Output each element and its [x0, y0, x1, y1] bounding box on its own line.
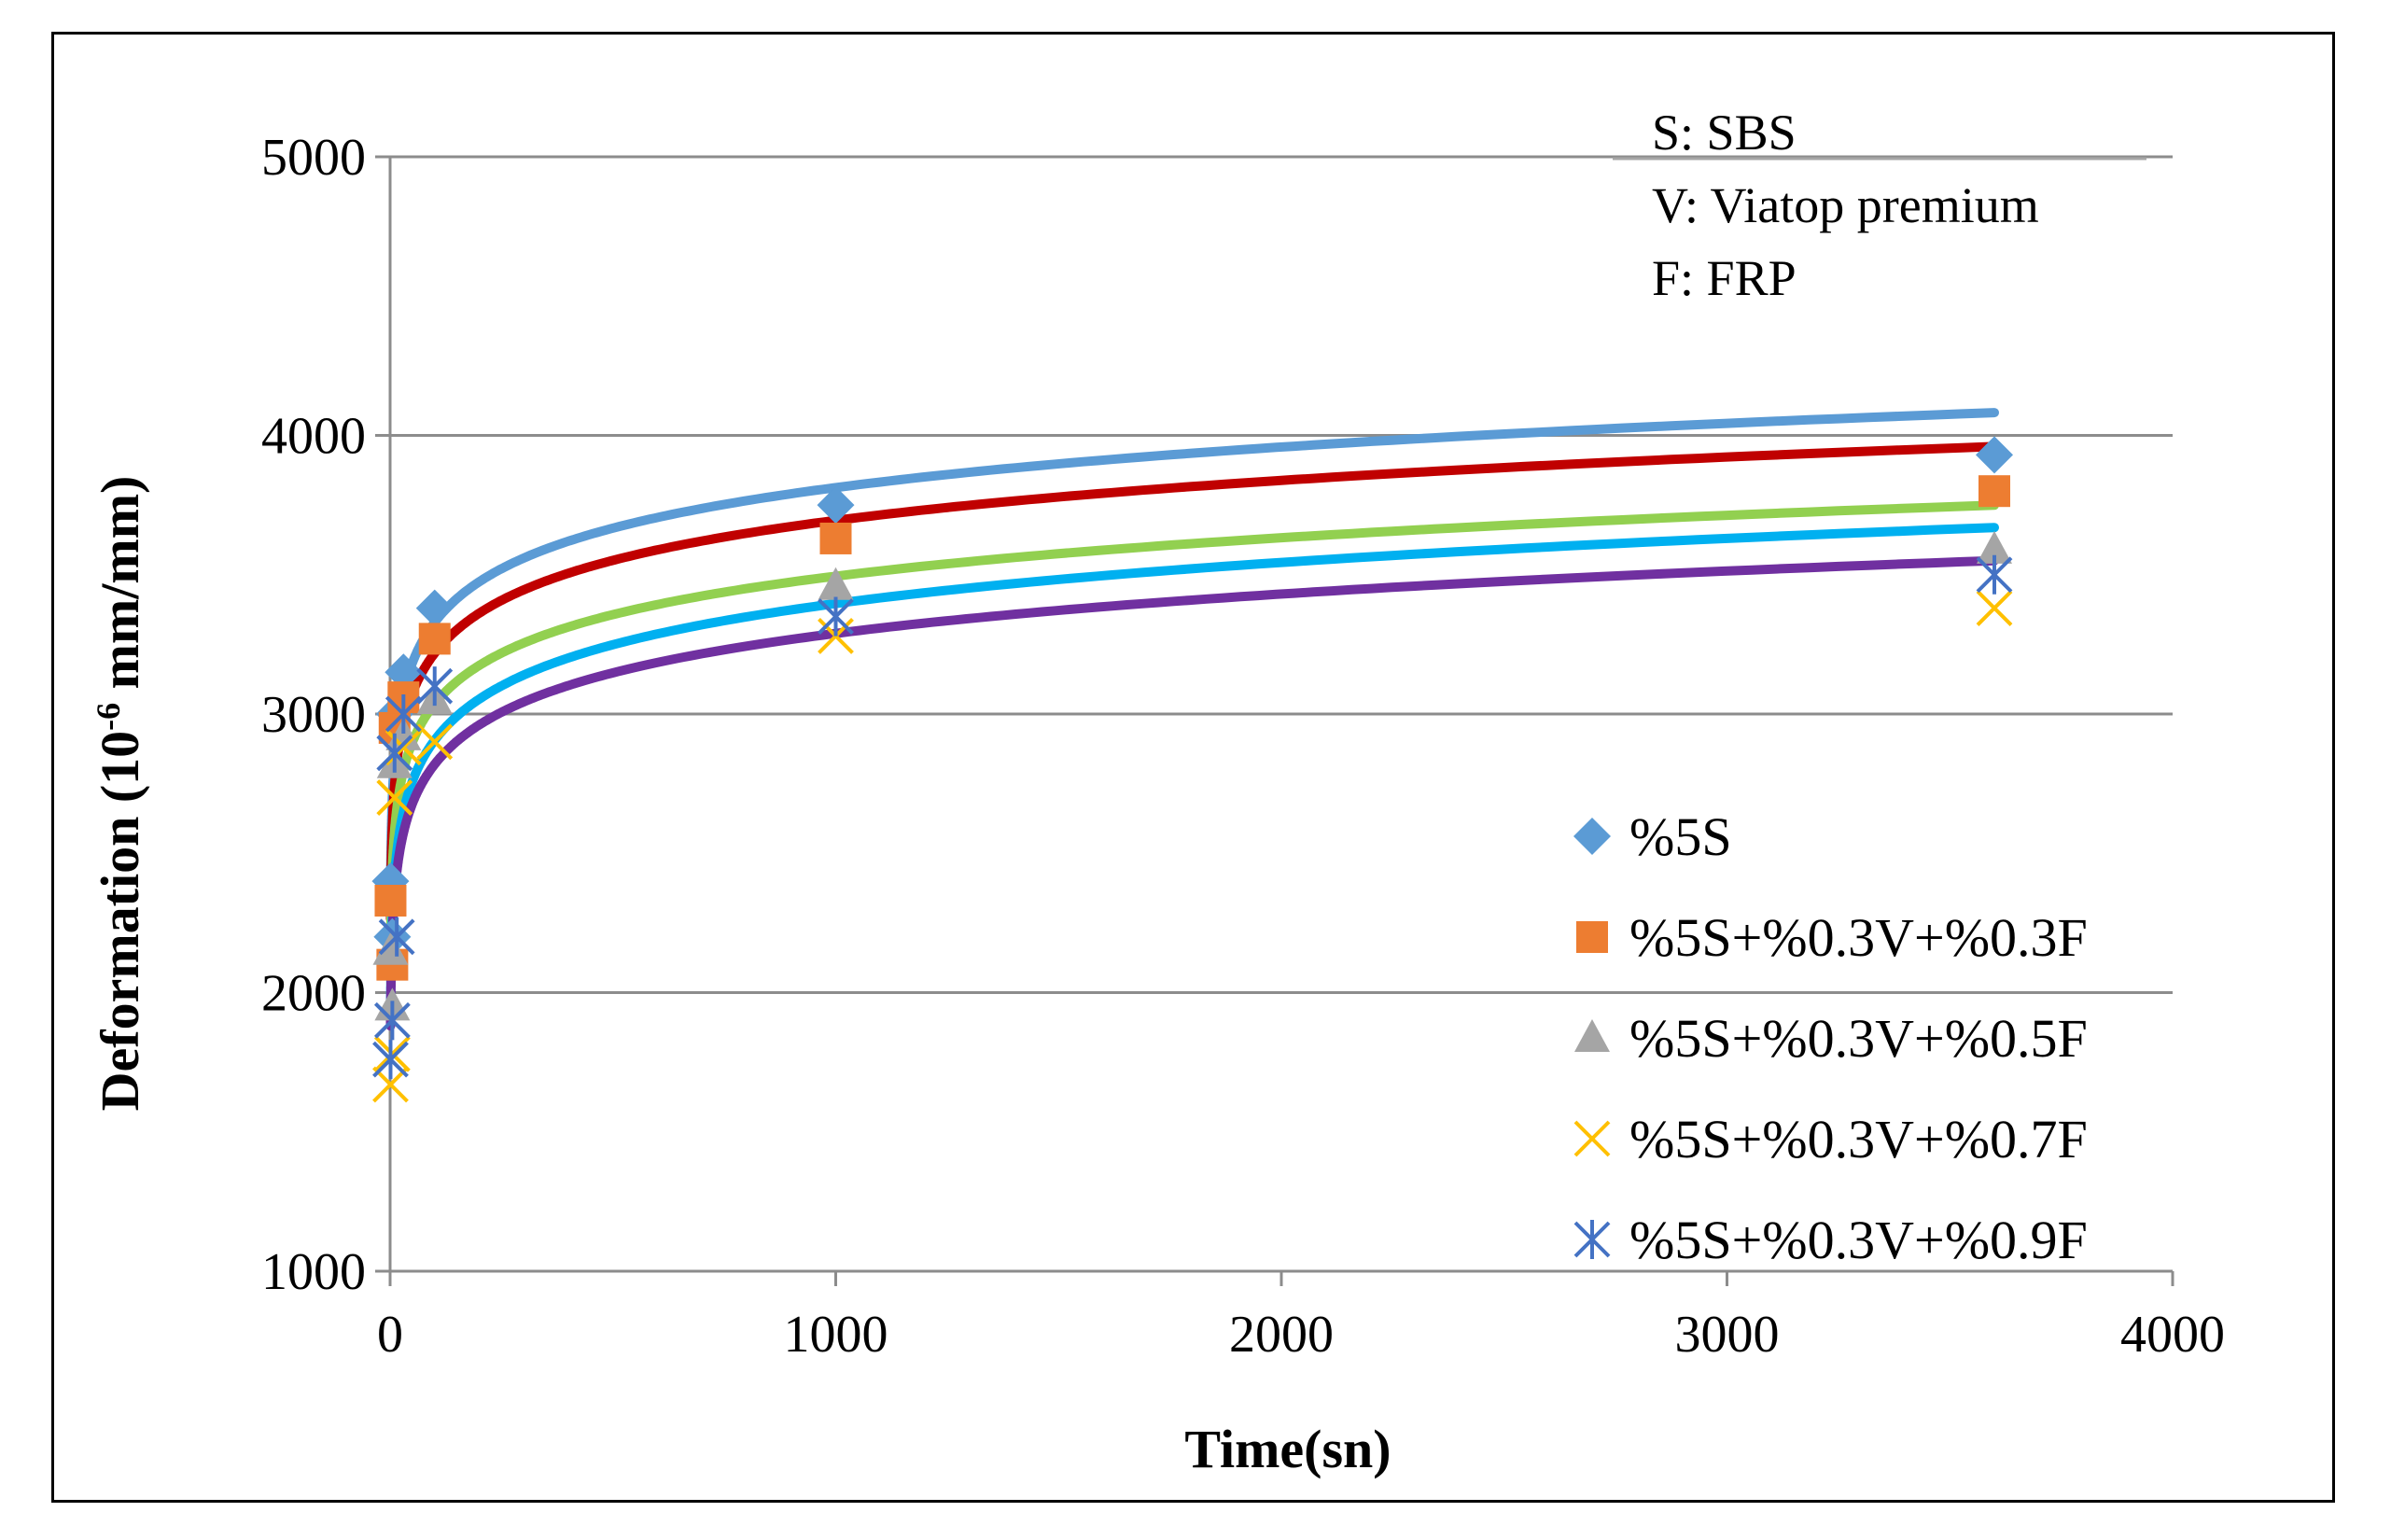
notes-box: S: SBS V: Viatop premium F: FRP [1613, 105, 2146, 306]
y-tick-label-3: 4000 [261, 408, 366, 466]
point-series-3-0 [372, 1066, 409, 1103]
point-series-4-6 [818, 596, 854, 637]
y-tick-label-1: 2000 [261, 965, 366, 1023]
legend: %5S %5S+%0.3V+%0.3F %5S+%0.3V+%0.5F %5S+%0.… [1573, 806, 2088, 1270]
y-axis-title-tail: mm/mm) [90, 476, 150, 703]
note-frp: F: FRP [1652, 250, 1797, 306]
point-series-0-6 [1976, 436, 2013, 474]
point-series-0-4 [415, 589, 454, 627]
point-series-4-7 [1976, 554, 2013, 595]
point-series-3-6 [1976, 590, 2013, 626]
legend-marker-0 [1573, 818, 1611, 855]
legend-marker-2 [1574, 1019, 1610, 1052]
point-series-2-5 [818, 567, 854, 600]
point-series-4-2 [376, 733, 413, 773]
point-series-4-0 [372, 1040, 409, 1080]
point-series-1-0 [374, 884, 407, 917]
point-series-4-5 [416, 666, 454, 707]
point-series-4-4 [385, 694, 422, 734]
point-series-1-5 [819, 522, 852, 554]
legend-marker-1 [1576, 921, 1608, 953]
point-series-3-3 [385, 729, 422, 766]
point-series-3-2 [376, 779, 413, 816]
point-series-2-6 [1977, 530, 2012, 564]
y-axis-title-main: Deformation (10 [90, 731, 150, 1112]
legend-label-2: %5S+%0.3V+%0.5F [1629, 1008, 2088, 1069]
point-series-0-5 [817, 486, 855, 525]
y-axis-title: Deformation (10-6 mm/mm) [90, 476, 150, 1112]
note-sbs: S: SBS [1652, 105, 1797, 161]
y-tick-label-4: 5000 [261, 129, 366, 187]
point-series-4-1 [373, 1001, 411, 1041]
point-layer [371, 436, 2013, 1103]
legend-marker-3 [1573, 1120, 1611, 1157]
x-tick-label-2: 2000 [1229, 1306, 1334, 1364]
note-viatop: V: Viatop premium [1652, 177, 2039, 233]
x-tick-label-1: 1000 [784, 1306, 888, 1364]
x-tick-label-4: 4000 [2120, 1306, 2225, 1364]
grid-layer [390, 155, 2173, 994]
legend-label-4: %5S+%0.3V+%0.9F [1629, 1210, 2088, 1270]
y-tick-label-0: 1000 [261, 1243, 366, 1301]
x-axis-title: Time(sn) [1184, 1419, 1391, 1479]
x-tick-label-0: 0 [377, 1306, 403, 1364]
point-series-3-4 [416, 723, 454, 761]
legend-label-1: %5S+%0.3V+%0.3F [1629, 907, 2088, 968]
y-axis-title-sup: -6 [90, 703, 127, 731]
legend-label-3: %5S+%0.3V+%0.7F [1629, 1109, 2088, 1169]
point-series-4-3 [378, 917, 415, 957]
legend-label-0: %5S [1629, 806, 1732, 867]
y-tick-label-2: 3000 [261, 686, 366, 744]
point-series-1-6 [1979, 475, 2010, 508]
legend-marker-4 [1573, 1220, 1611, 1259]
point-series-2-0 [372, 931, 409, 965]
point-series-1-4 [418, 623, 451, 655]
x-tick-label-3: 3000 [1675, 1306, 1780, 1364]
